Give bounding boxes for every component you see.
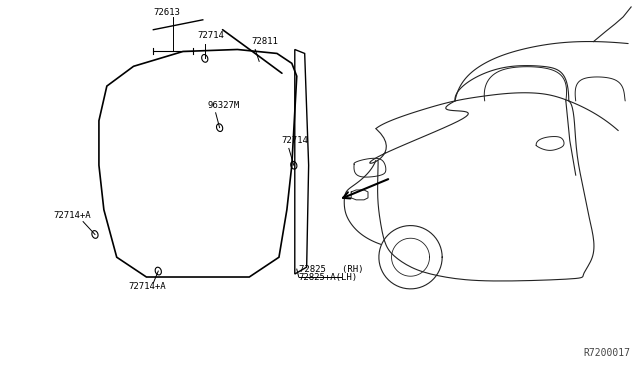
Text: 72811: 72811 — [252, 36, 278, 45]
Text: 72825+A(LH): 72825+A(LH) — [299, 273, 358, 282]
Text: 96327M: 96327M — [208, 101, 240, 110]
Text: 72714: 72714 — [198, 31, 225, 39]
Text: 72714: 72714 — [281, 137, 308, 145]
Text: 72714+A: 72714+A — [53, 211, 91, 219]
Text: 72825   (RH): 72825 (RH) — [299, 265, 364, 274]
Text: 72613: 72613 — [154, 8, 180, 17]
Text: 72714+A: 72714+A — [129, 282, 166, 291]
Text: R7200017: R7200017 — [584, 348, 630, 358]
